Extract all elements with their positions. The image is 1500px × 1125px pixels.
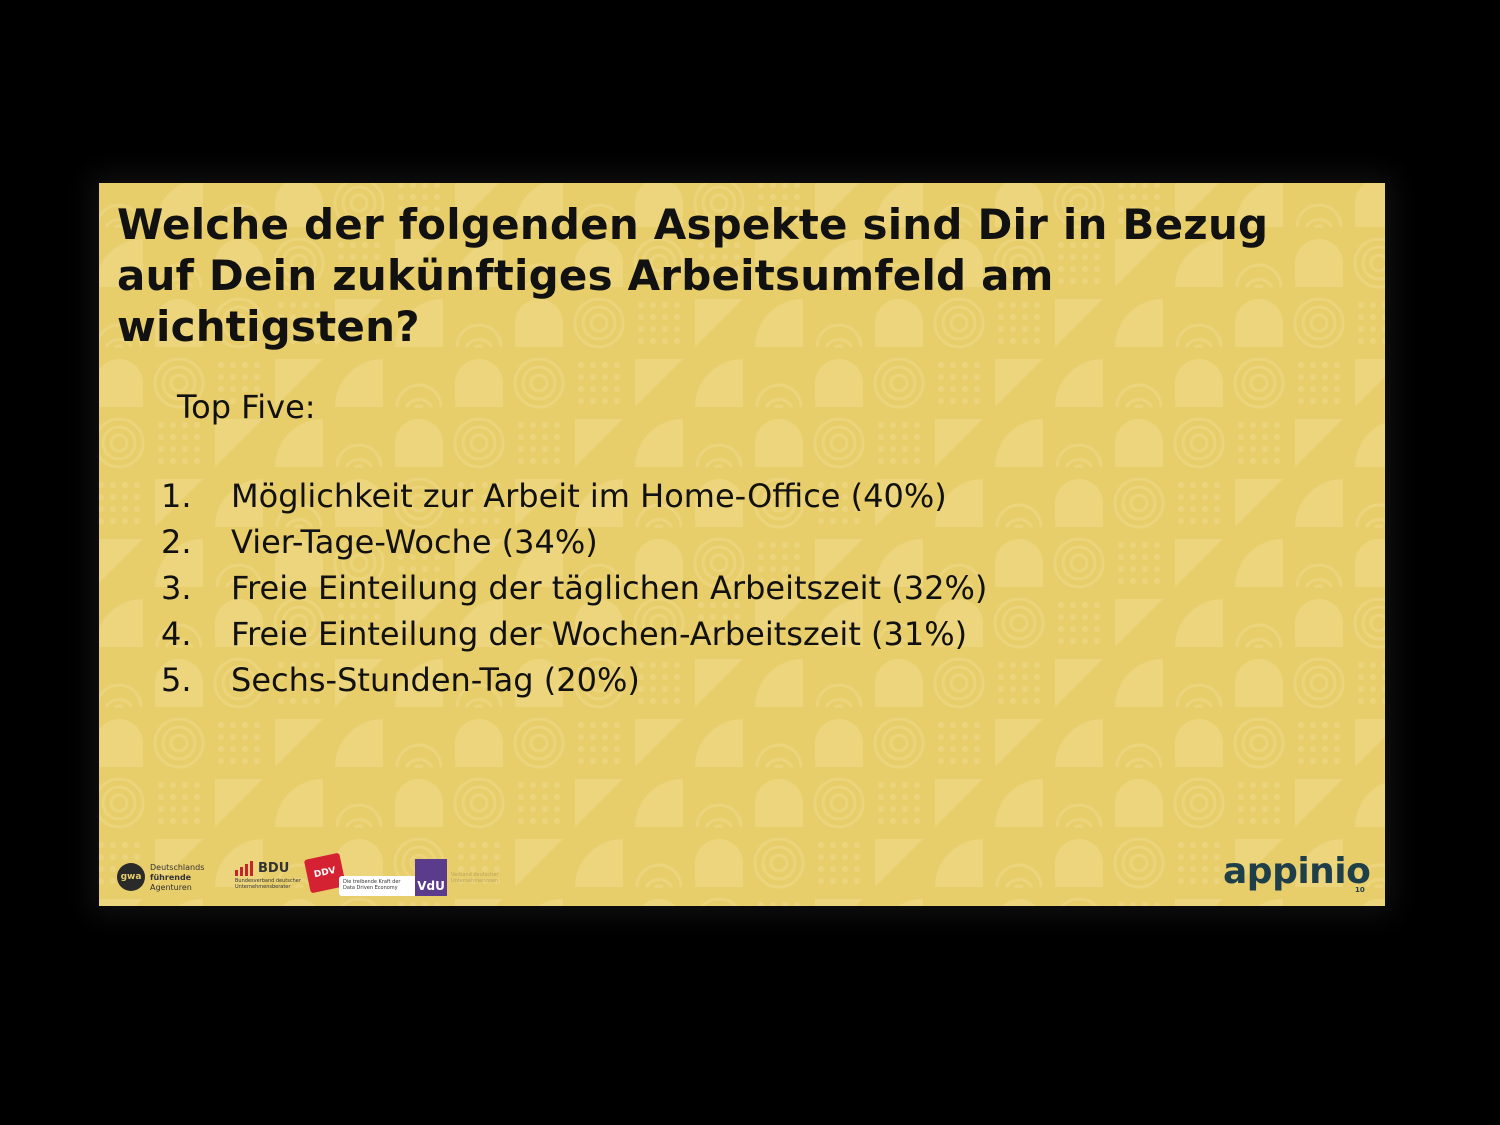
- list-item: 2. Vier-Tage-Woche (34%): [161, 523, 987, 569]
- slide-subtitle: Top Five:: [177, 388, 316, 426]
- slide-title: Welche der folgenden Aspekte sind Dir in…: [117, 200, 1269, 351]
- list-item-number: 2.: [161, 523, 192, 561]
- list-item-number: 3.: [161, 569, 192, 607]
- gwa-logo: gwa: [117, 863, 145, 891]
- list-item-number: 5.: [161, 661, 192, 699]
- list-item: 1. Möglichkeit zur Arbeit im Home-Office…: [161, 477, 987, 523]
- list-item-number: 4.: [161, 615, 192, 653]
- bdu-wordmark: BDU: [258, 861, 290, 876]
- list-item: 3. Freie Einteilung der täglichen Arbeit…: [161, 569, 987, 615]
- gwa-line: Agenturen: [150, 883, 192, 892]
- background-pattern: [99, 183, 1385, 906]
- list-item-text: Vier-Tage-Woche (34%): [231, 523, 598, 561]
- appinio-logo: appinio: [1223, 851, 1371, 892]
- bdu-bars-icon: BDU: [235, 860, 305, 876]
- partner-logos: gwa Deutschlands führende Agenturen BDU …: [113, 852, 533, 901]
- list-item-text: Freie Einteilung der täglichen Arbeitsze…: [231, 569, 988, 607]
- slide: Welche der folgenden Aspekte sind Dir in…: [99, 183, 1385, 906]
- list-item-text: Freie Einteilung der Wochen-Arbeitszeit …: [231, 615, 968, 653]
- gwa-line: führende: [150, 873, 192, 882]
- list-item-number: 1.: [161, 477, 192, 515]
- vdu-tagline: Verband deutscher Unternehmerinnen: [451, 872, 499, 884]
- list-item-text: Sechs-Stunden-Tag (20%): [231, 661, 640, 699]
- vdu-logo: VdU: [415, 859, 447, 896]
- top-five-list: 1. Möglichkeit zur Arbeit im Home-Office…: [161, 477, 987, 707]
- list-item: 4. Freie Einteilung der Wochen-Arbeitsze…: [161, 615, 987, 661]
- bdu-logo: BDU Bundesverband deutscher Unternehmens…: [235, 860, 305, 890]
- gwa-tagline: Deutschlands führende Agenturen: [150, 863, 230, 893]
- gwa-line: Deutschlands: [150, 863, 205, 872]
- list-item-text: Möglichkeit zur Arbeit im Home-Office (4…: [231, 477, 947, 515]
- page-number: 10: [1355, 886, 1365, 894]
- ddv-tagline: Die treibende Kraft der Data Driven Econ…: [339, 876, 417, 896]
- bdu-subtitle: Bundesverband deutscher Unternehmensbera…: [235, 878, 301, 890]
- list-item: 5. Sechs-Stunden-Tag (20%): [161, 661, 987, 707]
